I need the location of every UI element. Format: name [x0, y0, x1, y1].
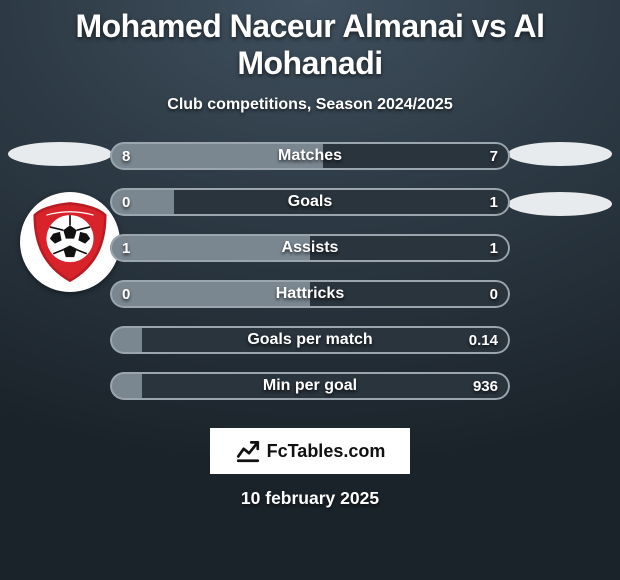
player-right-placeholder-oval-bottom: [508, 192, 612, 216]
stat-right-value: 1: [490, 234, 498, 262]
page-subtitle: Club competitions, Season 2024/2025: [167, 96, 452, 114]
stat-right-value: 936: [473, 372, 498, 400]
stat-row: Goals per match0.14: [110, 326, 510, 354]
stat-row: Assists1 1: [110, 234, 510, 262]
stat-row: Min per goal936: [110, 372, 510, 400]
page-title: Mohamed Naceur Almanai vs Al Mohanadi: [0, 8, 620, 82]
date-text: 10 february 2025: [241, 488, 379, 509]
stat-label: Goals per match: [110, 326, 510, 354]
stat-row: Hattricks0 0: [110, 280, 510, 308]
stat-left-value: 0: [122, 188, 130, 216]
stat-left-value: 1: [122, 234, 130, 262]
comparison-area: Matches87Goals01Assists11Hattricks00Goal…: [0, 142, 620, 400]
stat-right-value: 7: [490, 142, 498, 170]
branding-badge: FcTables.com: [210, 428, 410, 474]
stat-left-value: 8: [122, 142, 130, 170]
stat-label: Matches: [110, 142, 510, 170]
stat-right-value: 1: [490, 188, 498, 216]
stat-right-value: 0: [490, 280, 498, 308]
stat-row: Goals0 1: [110, 188, 510, 216]
stat-label: Goals: [110, 188, 510, 216]
club-crest: [20, 192, 120, 292]
stat-right-value: 0.14: [469, 326, 498, 354]
stats-list: Matches87Goals01Assists11Hattricks00Goal…: [110, 142, 510, 400]
content-root: Mohamed Naceur Almanai vs Al Mohanadi Cl…: [0, 0, 620, 580]
stat-label: Assists: [110, 234, 510, 262]
shield-icon: [28, 200, 112, 284]
stat-label: Min per goal: [110, 372, 510, 400]
chart-icon: [235, 438, 261, 464]
stat-left-value: 0: [122, 280, 130, 308]
player-right-placeholder-oval-top: [508, 142, 612, 166]
branding-text: FcTables.com: [267, 441, 386, 462]
stat-row: Matches8 7: [110, 142, 510, 170]
player-left-placeholder-oval: [8, 142, 112, 166]
stat-label: Hattricks: [110, 280, 510, 308]
